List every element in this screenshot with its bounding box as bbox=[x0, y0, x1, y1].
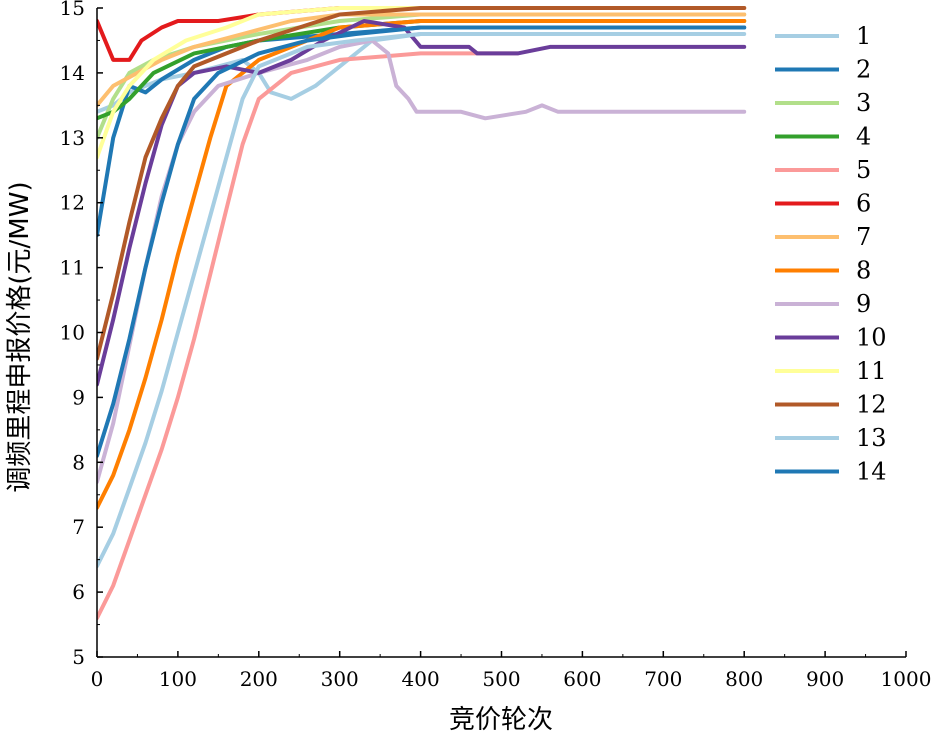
series-layer bbox=[97, 6, 747, 621]
legend-label: 13 bbox=[856, 424, 887, 452]
x-tick-label: 1000 bbox=[881, 667, 932, 691]
series-line-11 bbox=[97, 6, 747, 160]
x-tick-label: 700 bbox=[644, 667, 682, 691]
x-tick-label: 900 bbox=[806, 667, 844, 691]
series-line-5 bbox=[97, 51, 520, 621]
y-tick-label: 14 bbox=[60, 61, 85, 85]
legend-label: 8 bbox=[856, 257, 871, 285]
series-line-10 bbox=[97, 19, 747, 387]
legend-item-5: 5 bbox=[775, 156, 871, 184]
legend-label: 2 bbox=[856, 56, 871, 84]
legend-label: 9 bbox=[856, 290, 871, 318]
legend-label: 6 bbox=[856, 190, 871, 218]
legend-item-10: 10 bbox=[775, 324, 887, 352]
y-axis-title: 调频里程申报价格(元/MW) bbox=[5, 181, 35, 492]
legend-label: 7 bbox=[856, 223, 871, 251]
legend-item-4: 4 bbox=[775, 123, 871, 151]
legend-item-2: 2 bbox=[775, 56, 871, 84]
legend-label: 11 bbox=[856, 357, 887, 385]
y-tick-label: 13 bbox=[60, 126, 85, 150]
legend-item-9: 9 bbox=[775, 290, 871, 318]
y-tick-label: 5 bbox=[72, 645, 85, 669]
x-tick-label: 800 bbox=[725, 667, 763, 691]
legend-label: 10 bbox=[856, 324, 887, 352]
x-tick-label: 400 bbox=[402, 667, 440, 691]
y-tick-label: 15 bbox=[60, 0, 85, 20]
legend-item-11: 11 bbox=[775, 357, 887, 385]
x-tick-label: 200 bbox=[240, 667, 278, 691]
y-tick-label: 6 bbox=[72, 580, 85, 604]
x-tick-label: 100 bbox=[159, 667, 197, 691]
legend-label: 12 bbox=[856, 391, 887, 419]
legend-label: 1 bbox=[856, 22, 871, 50]
series-line-7 bbox=[97, 12, 747, 108]
legend-item-7: 7 bbox=[775, 223, 871, 251]
y-tick-label: 11 bbox=[60, 256, 85, 280]
legend-item-8: 8 bbox=[775, 257, 871, 285]
x-tick-label: 300 bbox=[321, 667, 359, 691]
y-tick-label: 12 bbox=[60, 191, 85, 215]
series-line-12 bbox=[97, 6, 747, 361]
legend-label: 3 bbox=[856, 89, 871, 117]
series-line-8 bbox=[97, 19, 747, 510]
y-tick-label: 10 bbox=[60, 321, 85, 345]
y-tick-label: 9 bbox=[72, 385, 85, 409]
legend-label: 14 bbox=[856, 458, 887, 486]
legend-item-12: 12 bbox=[775, 391, 887, 419]
legend-item-13: 13 bbox=[775, 424, 887, 452]
legend-item-6: 6 bbox=[775, 190, 871, 218]
legend-item-1: 1 bbox=[775, 22, 871, 50]
x-tick-label: 500 bbox=[482, 667, 520, 691]
legend-item-14: 14 bbox=[775, 458, 887, 486]
y-tick-label: 8 bbox=[72, 450, 85, 474]
x-tick-label: 600 bbox=[563, 667, 601, 691]
legend-label: 4 bbox=[856, 123, 871, 151]
legend-label: 5 bbox=[856, 156, 871, 184]
x-tick-label: 0 bbox=[91, 667, 104, 691]
series-line-13 bbox=[97, 32, 747, 569]
legend-item-3: 3 bbox=[775, 89, 871, 117]
series-line-14 bbox=[97, 25, 747, 458]
axes-layer: 0 100 200 300 400 500 600 700 800 900 1000 5 6 7 8 9 10 1… bbox=[60, 0, 932, 691]
x-axis-title: 竞价轮次 bbox=[449, 705, 553, 735]
y-tick-label: 7 bbox=[72, 515, 85, 539]
